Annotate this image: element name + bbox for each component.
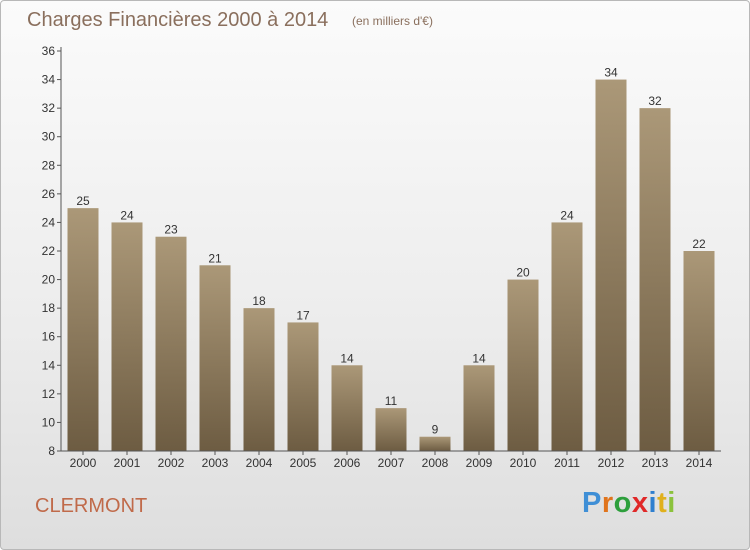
- bar: [463, 365, 495, 451]
- commune-name: CLERMONT: [35, 495, 148, 517]
- logo-letter: x: [631, 487, 649, 519]
- bar-value-label: 18: [252, 294, 266, 308]
- x-tick-label: 2013: [642, 456, 669, 470]
- y-tick-label: 8: [48, 444, 55, 458]
- logo-letter: r: [601, 487, 614, 519]
- x-tick-label: 2010: [510, 456, 537, 470]
- logo-letter: P: [582, 487, 602, 519]
- bar-value-label: 24: [560, 208, 574, 222]
- bar: [639, 108, 671, 452]
- bar-value-label: 20: [516, 266, 530, 280]
- y-tick-label: 18: [42, 301, 56, 315]
- x-tick-label: 2014: [686, 456, 713, 470]
- logo-letter: t: [657, 487, 668, 519]
- bar: [551, 222, 583, 451]
- y-tick-label: 12: [42, 387, 56, 401]
- bar-value-label: 34: [604, 66, 618, 80]
- bar: [67, 208, 99, 451]
- y-tick-label: 14: [42, 358, 56, 372]
- bar: [287, 322, 319, 451]
- y-tick-label: 26: [42, 187, 56, 201]
- x-tick-label: 2007: [378, 456, 405, 470]
- x-tick-label: 2011: [554, 456, 580, 470]
- logo-letter: i: [648, 487, 658, 519]
- x-tick-label: 2000: [70, 456, 97, 470]
- logo-letter: i: [667, 487, 676, 519]
- y-tick-label: 28: [42, 158, 56, 172]
- y-tick-label: 20: [42, 273, 56, 287]
- y-tick-label: 30: [42, 130, 56, 144]
- bar-value-label: 14: [472, 351, 486, 365]
- bar-value-label: 32: [648, 94, 662, 108]
- bar-value-label: 22: [692, 237, 706, 251]
- x-tick-label: 2004: [246, 456, 273, 470]
- y-tick-label: 22: [42, 244, 56, 258]
- bar: [375, 408, 407, 451]
- x-axis: 2000 2001 2002 2003 2004 2005 2006 2007 2008 2009…: [61, 450, 721, 470]
- y-tick-label: 34: [42, 73, 56, 87]
- x-tick-label: 2012: [598, 456, 625, 470]
- y-tick-label: 24: [42, 215, 56, 229]
- x-tick-label: 2003: [202, 456, 229, 470]
- proxiti-logo: Proxiti: [582, 487, 676, 520]
- y-tick-label: 36: [42, 44, 56, 58]
- bar: [595, 79, 627, 452]
- x-tick-label: 2005: [290, 456, 317, 470]
- bar-value-label: 17: [296, 308, 310, 322]
- bar-value-label: 24: [120, 208, 134, 222]
- x-tick-label: 2009: [466, 456, 493, 470]
- bar-value-label: 9: [432, 423, 439, 437]
- x-tick-label: 2001: [114, 456, 141, 470]
- y-tick-label: 10: [42, 415, 56, 429]
- chart-subtitle: (en milliers d'€): [352, 14, 433, 28]
- x-tick-label: 2008: [422, 456, 449, 470]
- bar: [155, 236, 187, 451]
- bar: [199, 265, 231, 451]
- bar-value-label: 21: [208, 251, 222, 265]
- x-tick-label: 2006: [334, 456, 361, 470]
- bar: [419, 436, 451, 451]
- y-axis: 8 10 12 14 16 18 20 22 24 26 28 30 32 34 36: [42, 44, 62, 458]
- bar: [243, 308, 275, 451]
- chart-title: Charges Financières 2000 à 2014: [27, 9, 329, 31]
- bar-value-label: 11: [385, 394, 398, 408]
- bar-value-label: 23: [164, 223, 178, 237]
- y-tick-label: 32: [42, 101, 56, 115]
- bar: [683, 251, 715, 451]
- y-tick-label: 16: [42, 330, 56, 344]
- bar: [331, 365, 363, 451]
- bar: [507, 279, 539, 451]
- logo-letter: o: [613, 487, 632, 519]
- bar: [111, 222, 143, 451]
- bar-value-label: 14: [340, 351, 354, 365]
- x-tick-label: 2002: [158, 456, 185, 470]
- bar-value-label: 25: [76, 194, 90, 208]
- bars: 25 24 23 21 18 17 14 11 9 14 20 24 34 32 22: [67, 66, 715, 452]
